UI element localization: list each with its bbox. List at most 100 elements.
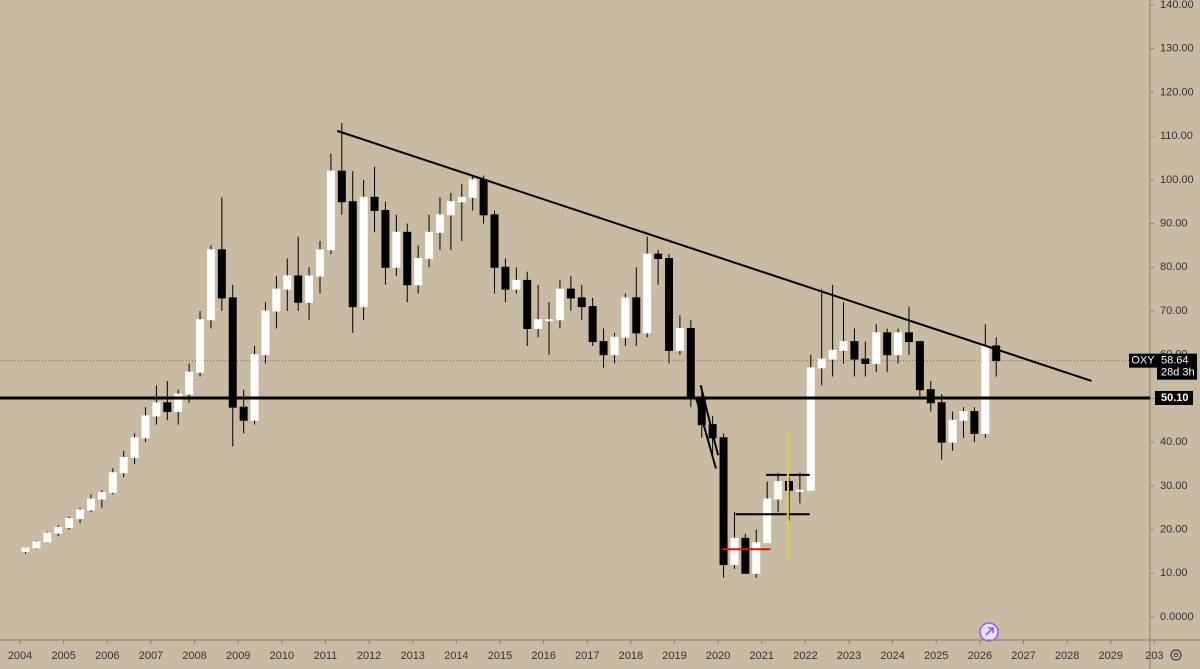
candle-body: [926, 389, 935, 404]
x-tick-label: 2005: [51, 650, 75, 662]
candle-body: [730, 537, 739, 566]
candle-body: [839, 341, 848, 351]
candle-body: [261, 310, 270, 356]
x-tick-label: 2011: [314, 650, 338, 662]
candle-body: [196, 319, 205, 373]
candle-body: [686, 327, 695, 399]
x-tick-label: 2012: [357, 650, 381, 662]
x-tick-label: 2004: [8, 650, 32, 662]
candle-body: [337, 170, 346, 203]
candle-body: [915, 341, 924, 391]
candle-body: [217, 249, 226, 299]
x-tick-label: 2028: [1055, 650, 1079, 662]
candle-body: [795, 489, 804, 492]
candle-body: [861, 358, 870, 364]
candle-body: [523, 279, 532, 329]
candle-body: [185, 371, 194, 395]
candle-body: [894, 332, 903, 356]
candle-body: [883, 332, 892, 356]
candle-body: [479, 179, 488, 216]
candle-body: [665, 258, 674, 351]
candle-body: [784, 480, 793, 491]
y-tick-label: 120.00: [1160, 86, 1194, 98]
candle-body: [534, 319, 543, 329]
x-tick-label: 2007: [139, 650, 163, 662]
countdown-label: 28d 3h: [1161, 367, 1195, 379]
y-tick-label: 10.00: [1160, 567, 1188, 579]
candle-body: [305, 275, 314, 303]
x-tick-label: 2026: [968, 650, 992, 662]
candle-body: [228, 297, 237, 408]
x-tick-label: 2017: [575, 650, 599, 662]
candle-body: [763, 498, 772, 544]
candle-body: [108, 472, 117, 493]
candle-body: [545, 319, 554, 322]
candle-body: [621, 297, 630, 338]
x-tick-label: 2022: [793, 650, 817, 662]
candle-body: [654, 253, 663, 260]
y-tick-label: 20.00: [1160, 523, 1188, 535]
y-tick-label: 130.00: [1160, 43, 1194, 55]
candle-body: [566, 288, 575, 299]
candle-body: [904, 332, 913, 343]
x-tick-label: 2020: [706, 650, 730, 662]
candle-body: [294, 275, 303, 303]
candle-body: [316, 249, 325, 277]
candle-body: [21, 547, 30, 552]
settings-button[interactable]: [1170, 649, 1182, 661]
candle-body: [174, 393, 183, 413]
candle-body: [806, 367, 815, 491]
candle-body: [272, 288, 281, 312]
x-tick-label: 2008: [182, 650, 206, 662]
candle-body: [555, 288, 564, 321]
candle-body: [348, 201, 357, 308]
candle-body: [283, 275, 292, 290]
x-tick-label: 2019: [662, 650, 686, 662]
candle-body: [206, 249, 215, 321]
y-tick-label: 110.00: [1160, 130, 1193, 142]
x-tick-label: 2029: [1098, 650, 1122, 662]
candle-body: [32, 541, 41, 549]
y-tick-label: 0.0000: [1160, 611, 1194, 623]
x-tick-label: 2013: [400, 650, 424, 662]
logo[interactable]: [979, 622, 999, 642]
gear-core[interactable]: [1173, 652, 1179, 658]
candle-body: [719, 437, 728, 566]
y-tick-label: 140.00: [1160, 0, 1194, 11]
logo-icon[interactable]: [985, 627, 994, 636]
candle-body: [828, 349, 837, 360]
candle-body: [152, 402, 161, 417]
candle-body: [774, 480, 783, 500]
candle-body: [65, 518, 74, 528]
drawing-line: [336, 129, 1092, 382]
y-tick-label: 80.00: [1160, 261, 1188, 273]
candle-body: [239, 406, 248, 421]
y-tick-label: 30.00: [1160, 480, 1188, 492]
candle-body: [610, 336, 619, 356]
x-tick-label: 2015: [488, 650, 512, 662]
candle-body: [850, 341, 859, 360]
candle-body: [457, 196, 466, 203]
candle-body: [490, 214, 499, 268]
candle-body: [446, 201, 455, 216]
candle-body: [130, 437, 139, 458]
price-label: 58.64: [1161, 355, 1189, 367]
candle-body: [54, 526, 63, 534]
candle-body: [250, 354, 259, 421]
candle-body: [992, 345, 1001, 362]
plot-area: [0, 123, 1150, 578]
candle-body: [577, 297, 586, 308]
x-tick-label: 2027: [1011, 650, 1035, 662]
candle-body: [97, 491, 106, 500]
candle-body: [512, 279, 521, 290]
candle-body: [948, 419, 957, 443]
candle-body: [501, 266, 510, 290]
price-box: [1157, 353, 1197, 380]
x-tick-label: 2025: [924, 650, 948, 662]
candle-body: [392, 231, 401, 268]
gear[interactable]: [1170, 649, 1182, 661]
candle-body: [970, 411, 979, 434]
drawing-line: [695, 398, 717, 469]
